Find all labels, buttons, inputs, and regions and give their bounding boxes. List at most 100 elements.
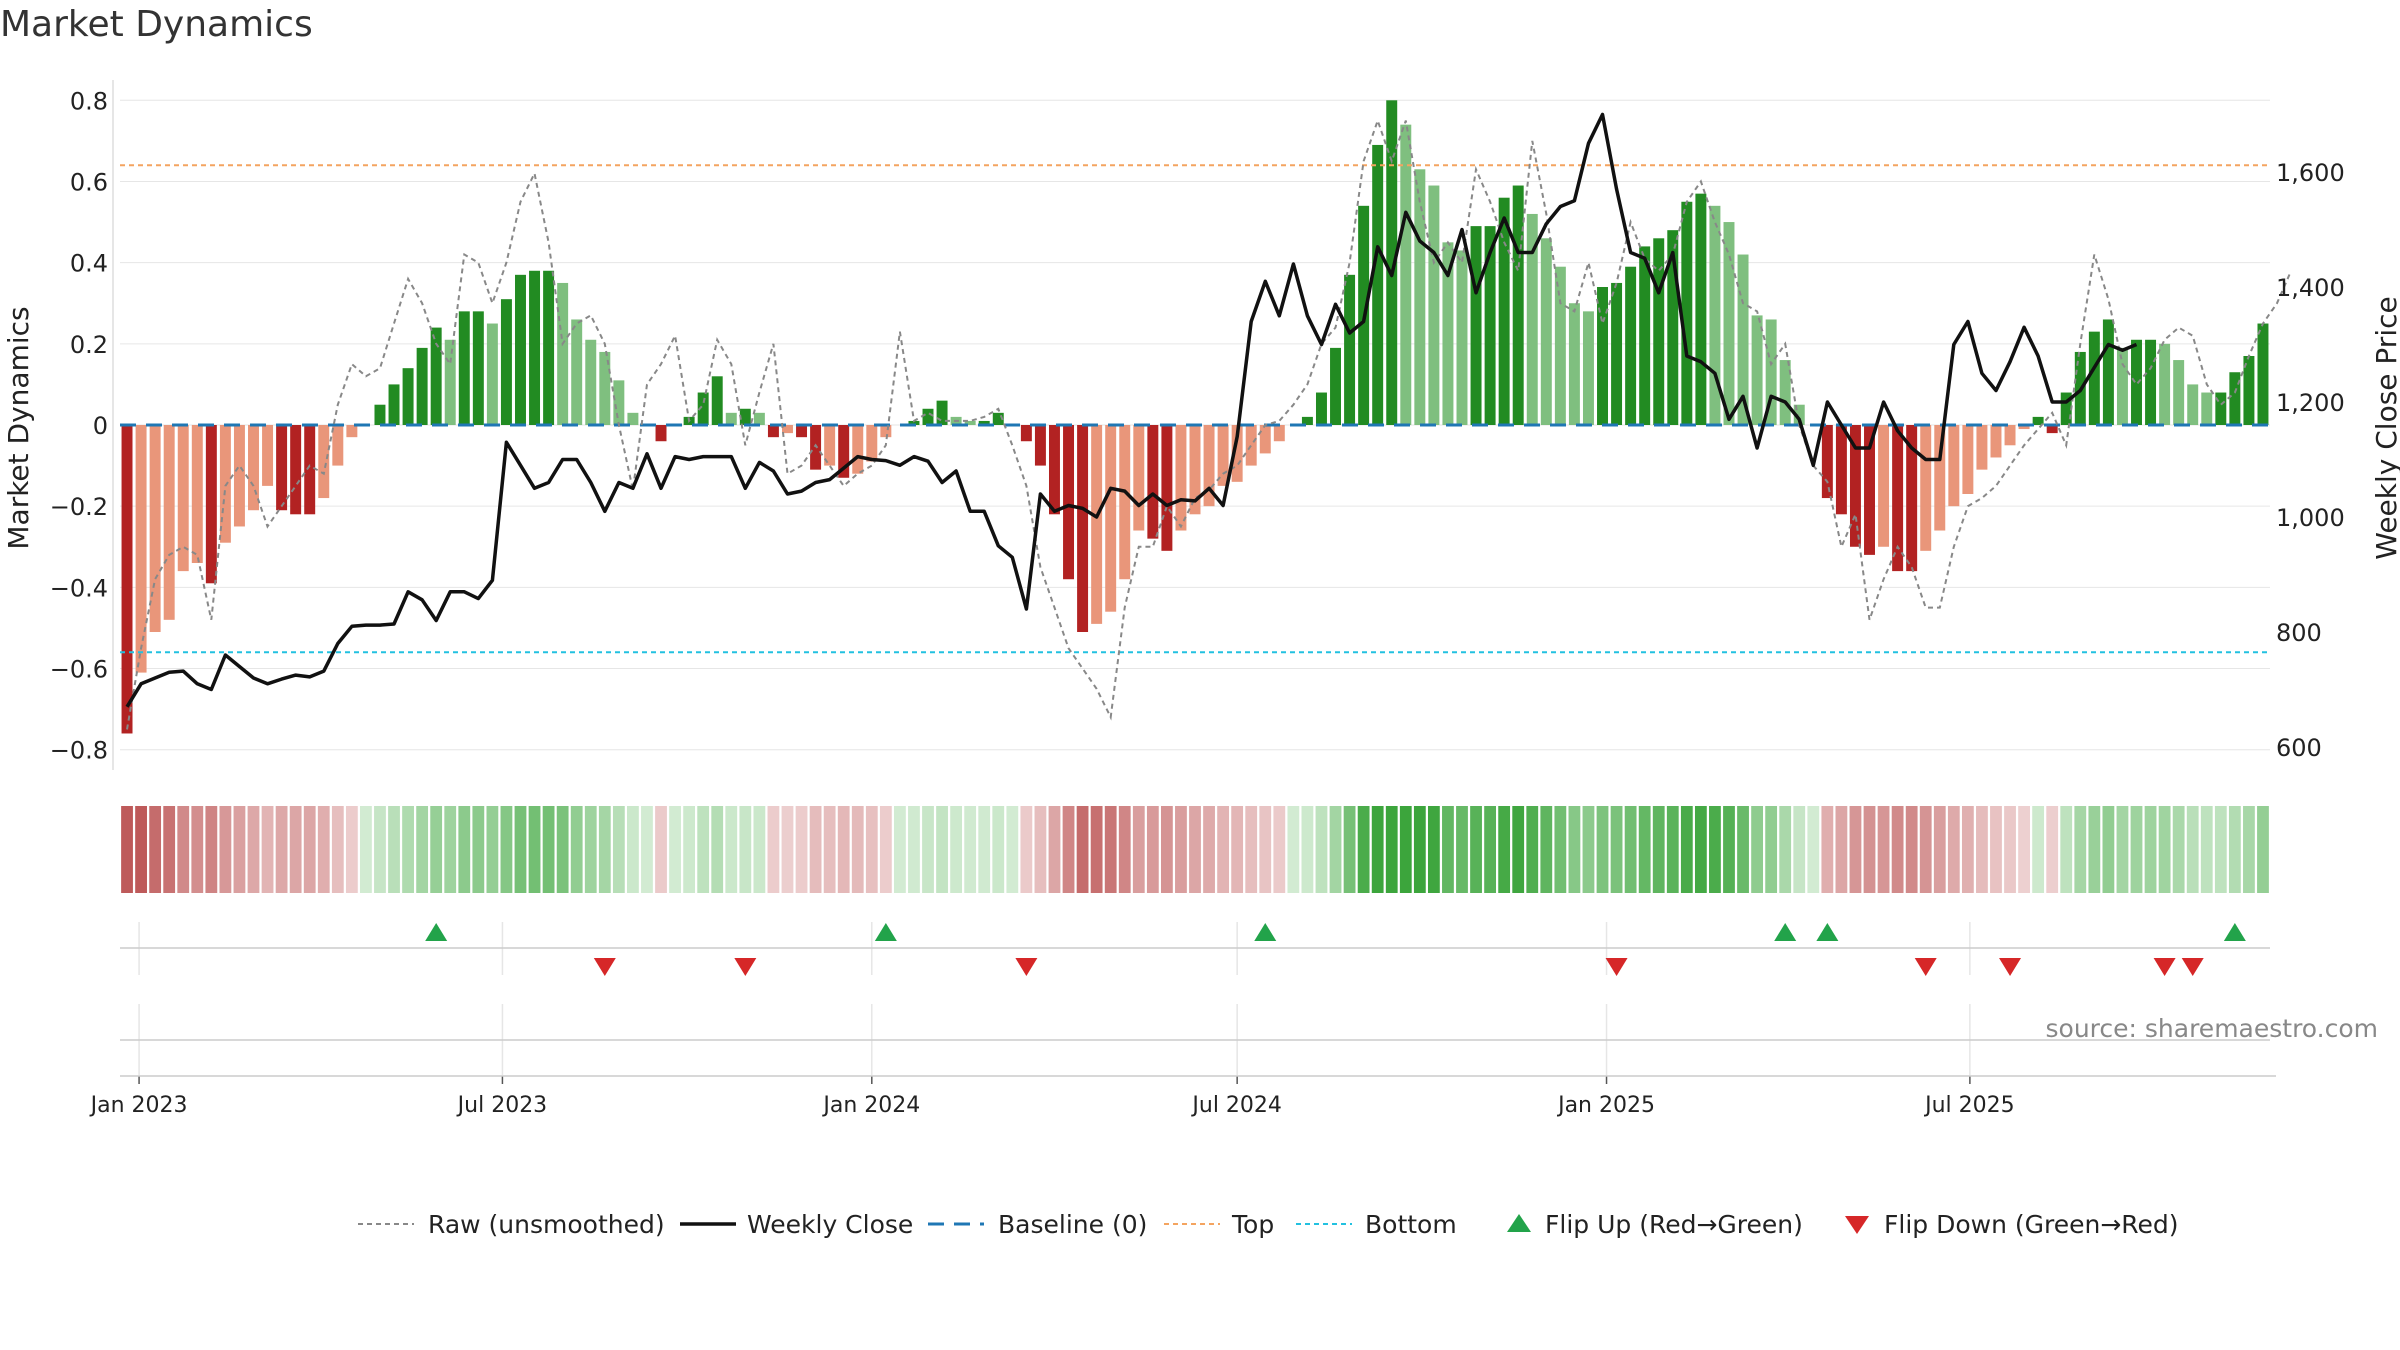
- strip-cell: [528, 806, 541, 893]
- left-axis-title: Market Dynamics: [2, 306, 35, 549]
- strip-cell: [1793, 806, 1806, 893]
- histogram-bar: [1864, 425, 1875, 555]
- histogram-bar: [2088, 331, 2100, 425]
- strip-cell: [837, 806, 850, 893]
- histogram-bar: [1765, 319, 1777, 425]
- histogram-bar: [1625, 266, 1637, 425]
- histogram-bar: [2032, 416, 2044, 425]
- x-tick-label: Jul 2023: [456, 1093, 548, 1118]
- strip-cell: [697, 806, 710, 893]
- strip-cell: [1006, 806, 1019, 893]
- histogram-bar: [2159, 343, 2171, 425]
- histogram-bar: [1906, 425, 1918, 572]
- histogram-bar: [1751, 315, 1763, 425]
- strip-cell: [1146, 806, 1159, 893]
- strip-cell: [922, 806, 934, 893]
- strip-cell: [2172, 806, 2185, 893]
- histogram-bar: [416, 347, 428, 425]
- histogram-bar: [2257, 323, 2269, 425]
- histogram-bar: [529, 270, 541, 425]
- flip-down-marker: [1999, 958, 2022, 976]
- histogram-bar: [332, 425, 344, 466]
- right-tick-label: 1,400: [2276, 274, 2345, 302]
- flip-up-marker: [1774, 923, 1797, 941]
- legend-label: Raw (unsmoothed): [428, 1210, 665, 1239]
- histogram-bar: [599, 351, 611, 425]
- histogram-bar: [627, 412, 639, 425]
- histogram-bar: [1456, 250, 1468, 425]
- flip-up-marker: [2223, 923, 2246, 941]
- histogram-bar: [936, 400, 948, 425]
- strip-cell: [1976, 806, 1988, 893]
- weekly-close-line: [125, 112, 2138, 708]
- strip-cell: [2032, 806, 2045, 893]
- strip-cell: [1034, 806, 1047, 893]
- histogram-bar: [1315, 392, 1327, 425]
- strip-cell: [1160, 806, 1173, 893]
- histogram-bar: [1582, 311, 1594, 425]
- strip-cell: [1301, 806, 1314, 893]
- strip-cell: [669, 806, 681, 893]
- strip-cell: [1329, 806, 1342, 893]
- x-tick-label: Jan 2024: [821, 1093, 920, 1118]
- strip-cell: [739, 806, 752, 893]
- strip-cell: [444, 806, 457, 893]
- lines-layer: [120, 112, 2293, 730]
- histogram-bar: [458, 311, 470, 425]
- histogram-bar: [1793, 404, 1805, 425]
- histogram-bar: [1948, 425, 1960, 507]
- strip-cell: [1652, 806, 1665, 893]
- flip-up-marker: [1254, 923, 1277, 941]
- histogram-bar: [2145, 339, 2157, 425]
- histogram-bar: [135, 425, 147, 673]
- histogram-bar: [248, 425, 259, 511]
- histogram-bar: [571, 319, 583, 425]
- strip-cell: [570, 806, 583, 893]
- strip-cell: [388, 806, 400, 893]
- left-tick-label: 0: [93, 412, 108, 440]
- strip-cell: [458, 806, 471, 893]
- strip-cell: [2046, 806, 2059, 893]
- legend-swatch-flip-up: [1507, 1214, 1531, 1232]
- strip-cell: [1807, 806, 1820, 893]
- legend-label: Bottom: [1365, 1210, 1457, 1239]
- histogram-bar: [1133, 425, 1145, 531]
- strip-cell: [1624, 806, 1637, 893]
- histogram-bar: [1554, 266, 1566, 425]
- strip-cell: [1189, 806, 1201, 893]
- strip-cell: [163, 806, 176, 893]
- histogram-bar: [725, 412, 737, 425]
- legend-label: Weekly Close: [747, 1210, 913, 1239]
- strip-cell: [191, 806, 204, 893]
- strip-cell: [1568, 806, 1581, 893]
- strip-cell: [2214, 806, 2227, 893]
- strip-cell: [1231, 806, 1244, 893]
- strip-cell: [1090, 806, 1103, 893]
- strip-cell: [1442, 806, 1454, 893]
- strip-cell: [219, 806, 232, 893]
- strip-cell: [1835, 806, 1848, 893]
- left-tick-label: −0.2: [50, 493, 108, 521]
- histogram-bar: [177, 425, 189, 572]
- strip-cell: [1919, 806, 1932, 893]
- histogram-bar: [191, 425, 203, 563]
- strip-cell: [1357, 806, 1370, 893]
- histogram-bar: [1344, 274, 1356, 425]
- right-tick-label: 600: [2276, 734, 2322, 762]
- strip-cell: [303, 806, 316, 893]
- histogram-bar: [1667, 230, 1679, 425]
- histogram-bar: [1990, 425, 2002, 458]
- strip-cell: [1990, 806, 2002, 893]
- strip-cell: [345, 806, 358, 893]
- histogram-bar: [1048, 425, 1060, 515]
- histogram-bar: [824, 425, 836, 466]
- strip-cell: [1610, 806, 1623, 893]
- histogram-bar: [1737, 254, 1749, 425]
- strip-cell: [1456, 806, 1468, 893]
- strip-cell: [1048, 806, 1061, 893]
- strip-cell: [978, 806, 991, 893]
- strip-cell: [177, 806, 190, 893]
- histogram-bar: [1512, 185, 1524, 425]
- histogram-bar: [1526, 213, 1538, 425]
- strip-cell: [2243, 806, 2255, 893]
